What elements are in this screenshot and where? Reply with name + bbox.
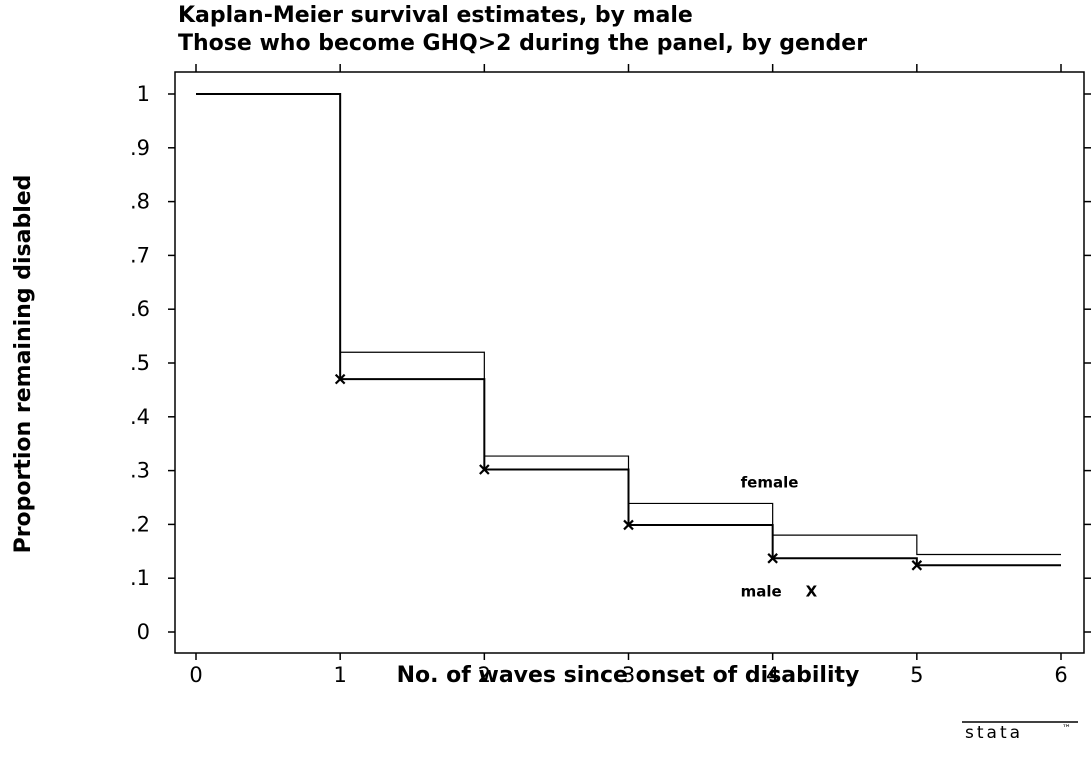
series-line-male: [196, 93, 1061, 567]
x-tick-label: 3: [622, 663, 635, 687]
chart-title: Kaplan-Meier survival estimates, by male: [178, 3, 693, 28]
y-tick-label: .2: [130, 512, 150, 536]
y-tick-label: .5: [130, 351, 150, 375]
y-tick-label: .9: [130, 136, 150, 160]
y-tick-label: .3: [130, 459, 150, 483]
male-series-label: male: [741, 583, 782, 601]
x-axis-ticks: 0 1 2 3 4 5 6: [189, 64, 1068, 687]
y-tick-label: 1: [137, 82, 150, 106]
censor-mark: [911, 560, 923, 571]
x-tick-label: 2: [478, 663, 491, 687]
x-tick-label: 0: [189, 663, 202, 687]
survival-curves: [196, 93, 1061, 567]
x-axis-label: No. of waves since onset of disability: [397, 663, 860, 688]
chart-subtitle: Those who become GHQ>2 during the panel,…: [178, 31, 867, 56]
male-marker-symbol: X: [806, 583, 818, 601]
x-tick-label: 4: [766, 663, 779, 687]
censor-mark: [623, 519, 634, 531]
stata-logo-tm: ™: [1062, 724, 1071, 734]
y-tick-label: .8: [130, 190, 150, 214]
censor-mark: [767, 553, 778, 564]
stata-logo: stata ™: [962, 721, 1078, 743]
y-axis-ticks: 0 .1 .2 .3 .4 .5 .6 .7 .8 .9 1: [130, 82, 1091, 644]
x-tick-label: 5: [910, 663, 923, 687]
censor-mark: [334, 373, 346, 385]
stata-logo-text: stata: [965, 723, 1023, 743]
y-axis-label: Proportion remaining disabled: [11, 175, 36, 554]
censor-mark: [479, 464, 490, 475]
y-tick-label: .6: [130, 297, 150, 321]
y-tick-label: .7: [130, 243, 150, 267]
y-tick-label: .1: [130, 566, 150, 590]
female-series-label: female: [741, 473, 799, 491]
x-tick-label: 1: [333, 663, 346, 687]
y-tick-label: .4: [130, 405, 150, 429]
y-tick-label: 0: [137, 620, 150, 644]
censor-marks: [334, 373, 923, 571]
x-tick-label: 6: [1054, 663, 1067, 687]
